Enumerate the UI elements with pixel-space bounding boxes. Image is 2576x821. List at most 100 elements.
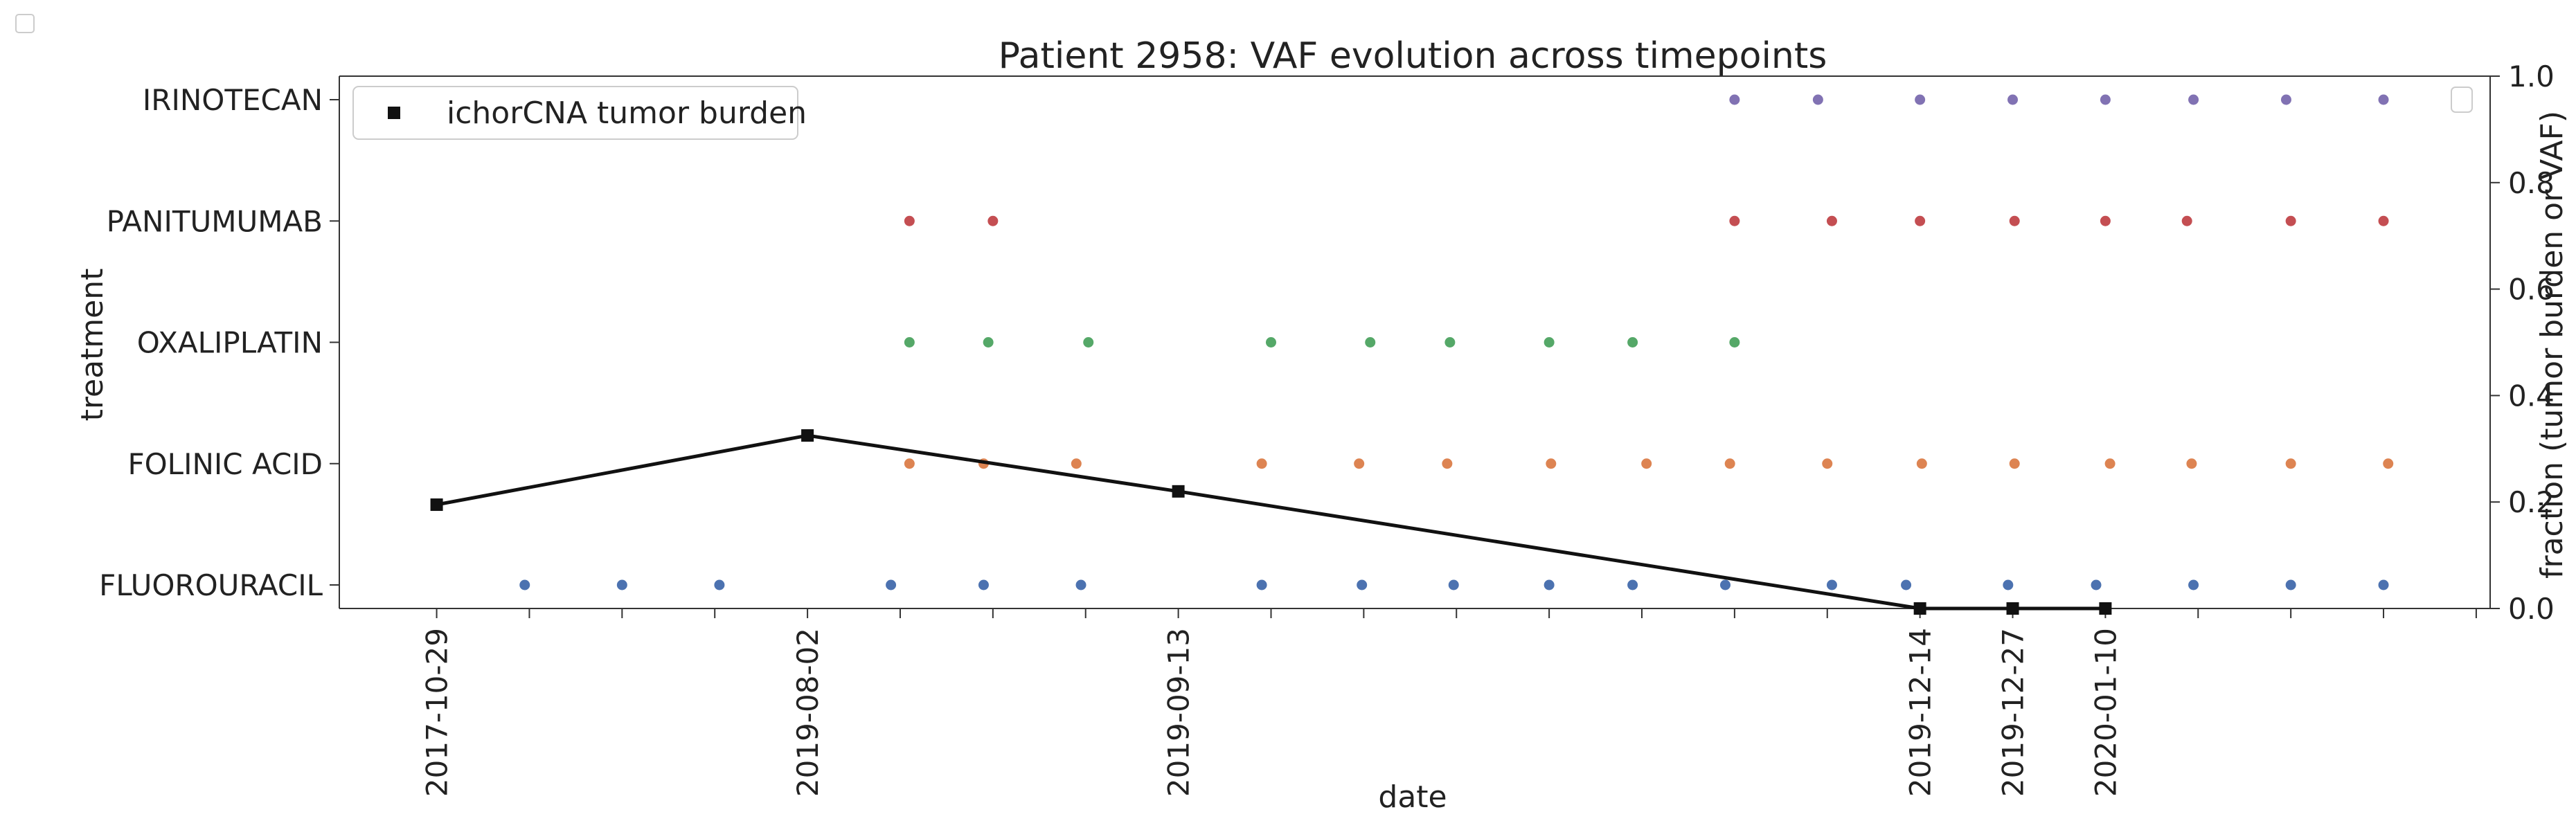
point-folinic-acid-0 [904, 458, 915, 469]
point-oxaliplatin-3 [1265, 337, 1276, 348]
point-oxaliplatin-0 [904, 337, 915, 348]
point-fluorouracil-6 [1256, 579, 1267, 590]
point-folinic-acid-11 [2009, 458, 2020, 469]
point-folinic-acid-3 [1256, 458, 1267, 469]
point-folinic-acid-9 [1822, 458, 1833, 469]
x-tick-label-5: 2020-01-10 [2088, 628, 2122, 797]
point-panitumumab-5 [2009, 215, 2020, 226]
x-axis-title: date [1378, 779, 1447, 815]
point-folinic-acid-15 [2383, 458, 2394, 469]
point-oxaliplatin-1 [983, 337, 994, 348]
y2-tick-label-3: 0.6 [2508, 273, 2555, 307]
point-fluorouracil-12 [1826, 579, 1837, 590]
point-oxaliplatin-2 [1083, 337, 1094, 348]
point-irinotecan-1 [1812, 94, 1823, 105]
point-panitumumab-3 [1826, 215, 1837, 226]
point-panitumumab-6 [2100, 215, 2111, 226]
point-oxaliplatin-6 [1544, 337, 1555, 348]
point-fluorouracil-7 [1357, 579, 1368, 590]
point-folinic-acid-13 [2186, 458, 2197, 469]
point-fluorouracil-16 [2188, 579, 2199, 590]
point-oxaliplatin-5 [1444, 337, 1456, 348]
y2-tick-label-5: 1.0 [2508, 60, 2555, 93]
x-tick-label-4: 2019-12-27 [1996, 628, 2030, 797]
point-fluorouracil-17 [2285, 579, 2296, 590]
y2-tick-label-0: 0.0 [2508, 592, 2555, 626]
point-panitumumab-8 [2285, 215, 2296, 226]
y2-tick-label-4: 0.8 [2508, 166, 2555, 200]
tumor-burden-series [430, 429, 2112, 615]
x-tick-label-2: 2019-09-13 [1162, 628, 1196, 797]
point-folinic-acid-14 [2285, 458, 2296, 469]
point-irinotecan-5 [2188, 94, 2199, 105]
x-tick-label-1: 2019-08-02 [791, 628, 825, 797]
tumor-burden-marker-5 [2099, 602, 2112, 615]
point-fluorouracil-5 [1075, 579, 1086, 590]
y2-axis-title: fraction (tumor burden or VAF) [2534, 111, 2570, 579]
point-fluorouracil-8 [1448, 579, 1459, 590]
point-irinotecan-2 [1915, 94, 1926, 105]
point-fluorouracil-13 [1901, 579, 1912, 590]
point-folinic-acid-6 [1546, 458, 1557, 469]
point-irinotecan-6 [2280, 94, 2291, 105]
y-tick-label-irinotecan: IRINOTECAN [143, 83, 323, 117]
chart-title: Patient 2958: VAF evolution across timep… [999, 35, 1827, 77]
point-folinic-acid-10 [1916, 458, 1927, 469]
right-legend-box [2451, 87, 2473, 113]
x-tick-label-3: 2019-12-14 [1904, 628, 1938, 797]
legend-marker [388, 107, 400, 119]
y-tick-label-fluorouracil: FLUOROURACIL [99, 568, 323, 602]
point-irinotecan-3 [2007, 94, 2019, 105]
tumor-burden-marker-1 [801, 429, 814, 442]
point-panitumumab-2 [1729, 215, 1740, 226]
y-axis-title: treatment [75, 269, 110, 422]
point-folinic-acid-4 [1354, 458, 1365, 469]
y-tick-label-panitumumab: PANITUMUMAB [107, 204, 323, 238]
point-panitumumab-1 [987, 215, 999, 226]
tumor-burden-marker-4 [2006, 602, 2019, 615]
tumor-burden-marker-0 [430, 498, 443, 512]
point-irinotecan-7 [2378, 94, 2389, 105]
point-panitumumab-0 [904, 215, 915, 226]
tumor-burden-line [436, 433, 2106, 611]
point-fluorouracil-15 [2091, 579, 2102, 590]
legend-label-tumor-burden: ichorCNA tumor burden [447, 96, 807, 131]
point-fluorouracil-2 [714, 579, 725, 590]
point-folinic-acid-8 [1724, 458, 1735, 469]
y2-tick-label-2: 0.4 [2508, 379, 2555, 413]
point-oxaliplatin-7 [1627, 337, 1638, 348]
tumor-burden-marker-3 [1913, 602, 1926, 615]
y-tick-label-folinic-acid: FOLINIC ACID [127, 447, 323, 481]
point-folinic-acid-7 [1641, 458, 1652, 469]
point-irinotecan-0 [1729, 94, 1740, 105]
point-fluorouracil-3 [886, 579, 897, 590]
treatment-points [519, 94, 2394, 590]
x-tick-label-0: 2017-10-29 [420, 628, 454, 797]
corner-checkbox[interactable] [15, 14, 35, 33]
point-fluorouracil-18 [2378, 579, 2389, 590]
point-panitumumab-7 [2181, 215, 2192, 226]
point-fluorouracil-9 [1544, 579, 1555, 590]
legend: ichorCNA tumor burden [352, 86, 807, 140]
point-fluorouracil-11 [1719, 579, 1730, 590]
point-oxaliplatin-4 [1365, 337, 1376, 348]
point-folinic-acid-2 [1071, 458, 1082, 469]
point-folinic-acid-5 [1442, 458, 1453, 469]
point-folinic-acid-12 [2104, 458, 2116, 469]
point-panitumumab-9 [2378, 215, 2389, 226]
point-panitumumab-4 [1915, 215, 1926, 226]
point-fluorouracil-0 [519, 579, 530, 590]
x-axis-ticks: 2017-10-29 2019-08-02 2019-09-13 2019-12-14… [420, 608, 2477, 797]
y-tick-label-oxaliplatin: OXALIPLATIN [137, 326, 323, 360]
point-fluorouracil-4 [978, 579, 989, 590]
point-oxaliplatin-8 [1729, 337, 1740, 348]
legend-frame [352, 86, 798, 140]
y-category-ticks: FLUOROURACIL FOLINIC ACID OXALIPLATIN PANIT… [99, 83, 339, 602]
y2-axis-ticks: 0.0 0.2 0.4 0.6 0.8 1.0 [2490, 60, 2555, 626]
point-fluorouracil-10 [1627, 579, 1638, 590]
point-irinotecan-4 [2100, 94, 2111, 105]
point-fluorouracil-14 [2003, 579, 2014, 590]
tumor-burden-marker-2 [1172, 485, 1185, 498]
y2-tick-label-1: 0.2 [2508, 485, 2555, 519]
